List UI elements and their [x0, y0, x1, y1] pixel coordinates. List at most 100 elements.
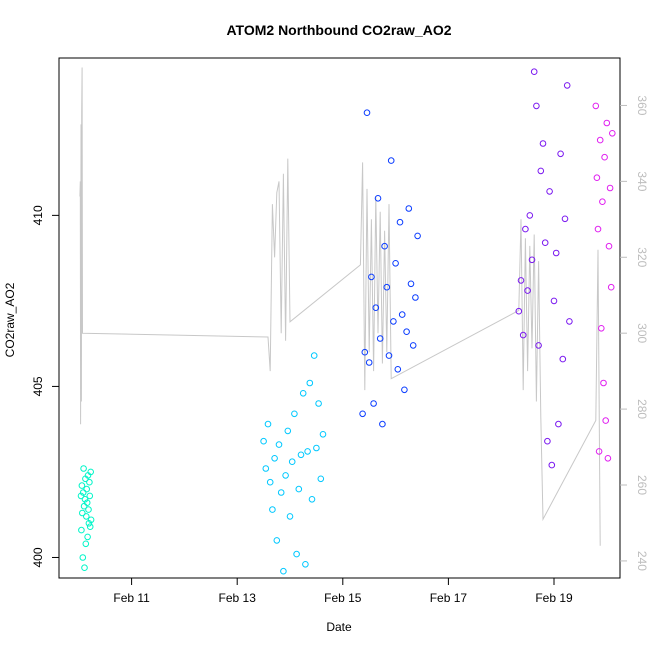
scatter-point	[78, 482, 86, 489]
scatter-point	[606, 184, 614, 192]
scatter-point	[291, 410, 298, 418]
scatter-point	[313, 444, 320, 452]
chart-title: ATOM2 Northbound CO2raw_AO2	[226, 22, 451, 38]
scatter-point	[315, 400, 322, 407]
scatter-point	[280, 567, 287, 575]
y-axis-label: CO2raw_AO2	[3, 282, 17, 357]
scatter-point	[552, 249, 560, 257]
scatter-point	[517, 277, 525, 284]
scatter-point	[409, 342, 417, 349]
x-tick-label: Feb 11	[113, 591, 150, 605]
scatter-point	[385, 352, 393, 359]
scatter-point	[537, 167, 545, 175]
y2-tick-label: 360	[635, 95, 649, 115]
scatter-point	[374, 195, 382, 202]
scatter-point	[401, 386, 408, 394]
scatter-point	[522, 225, 529, 233]
scatter-point	[266, 478, 274, 486]
scatter-point	[319, 431, 327, 438]
scatter-point	[302, 561, 309, 568]
scatter-point	[79, 509, 86, 517]
scatter-point	[526, 212, 534, 219]
scatter-point	[85, 506, 92, 513]
scatter-point	[260, 437, 267, 445]
scatter-point	[84, 533, 91, 541]
scatter-point	[394, 366, 402, 373]
scatter-point	[297, 451, 305, 459]
scatter-point	[284, 427, 292, 435]
scatter-point	[359, 410, 366, 418]
scatter-point	[379, 420, 386, 428]
scatter-point	[596, 136, 604, 144]
scatter-point	[541, 239, 549, 246]
scatter-point	[310, 352, 318, 359]
scatter-point	[383, 283, 391, 291]
y2-tick-label: 240	[635, 551, 649, 571]
scatter-point	[304, 448, 311, 455]
scatter-point	[87, 516, 95, 524]
scatter-point	[544, 437, 551, 445]
scatter-point	[288, 458, 296, 466]
scatter-point	[79, 554, 87, 561]
scatter-point	[262, 465, 270, 472]
scatter-point	[593, 174, 601, 181]
scatter-point	[609, 130, 616, 137]
scatter-point	[405, 205, 413, 212]
scatter-point	[524, 287, 531, 294]
scatter-point	[607, 283, 615, 291]
scatter-point	[85, 520, 93, 527]
y2-tick-label: 320	[635, 247, 649, 267]
scatter-point	[594, 225, 602, 233]
scatter-point	[376, 335, 384, 342]
scatter-point	[601, 153, 608, 161]
y2-tick-label: 260	[635, 475, 649, 495]
scatter-point	[592, 102, 600, 110]
y2-tick-label: 340	[635, 171, 649, 191]
scatter-point	[519, 331, 527, 339]
scatter-point	[605, 242, 613, 250]
scatter-point	[282, 472, 289, 479]
scatter-point	[372, 304, 380, 312]
x-tick-label: Feb 17	[430, 591, 468, 605]
scatter-point	[78, 526, 85, 534]
scatter-point	[365, 359, 373, 366]
scatter-point	[530, 68, 538, 75]
scatter-point	[396, 218, 404, 226]
plot-frame	[58, 57, 621, 579]
scatter-point	[539, 140, 547, 147]
scatter-point	[81, 564, 88, 572]
scatter-point	[269, 506, 276, 513]
scatter-point	[293, 550, 300, 558]
scatter-point	[392, 260, 399, 267]
scatter-point	[533, 102, 540, 110]
scatter-point	[83, 513, 90, 520]
scatter-point	[414, 232, 421, 240]
scatter-point	[306, 379, 314, 387]
scatter-point	[83, 485, 90, 493]
scatter-point	[550, 297, 558, 305]
scatter-point	[390, 318, 397, 325]
y-tick-label: 400	[31, 547, 45, 567]
scatter-point	[363, 109, 371, 116]
scatter-point	[370, 400, 377, 407]
scatter-point	[595, 448, 603, 455]
scatter-point	[317, 475, 325, 483]
scatter-point	[528, 256, 536, 264]
scatter-point	[381, 242, 388, 250]
scatter-point	[87, 468, 94, 476]
scatter-point	[407, 280, 415, 288]
y2-tick-label: 300	[635, 323, 649, 343]
scatter-point	[548, 461, 556, 469]
scatter-point	[82, 540, 90, 548]
scatter-point	[563, 82, 571, 89]
scatter-point	[79, 489, 87, 496]
scatter-point	[86, 523, 94, 531]
scatter-point	[546, 188, 553, 195]
x-tick-label: Feb 19	[535, 591, 573, 605]
grey-line-series	[79, 67, 601, 546]
scatter-point	[557, 150, 564, 158]
scatter-point	[412, 294, 419, 301]
scatter-point	[277, 489, 285, 496]
